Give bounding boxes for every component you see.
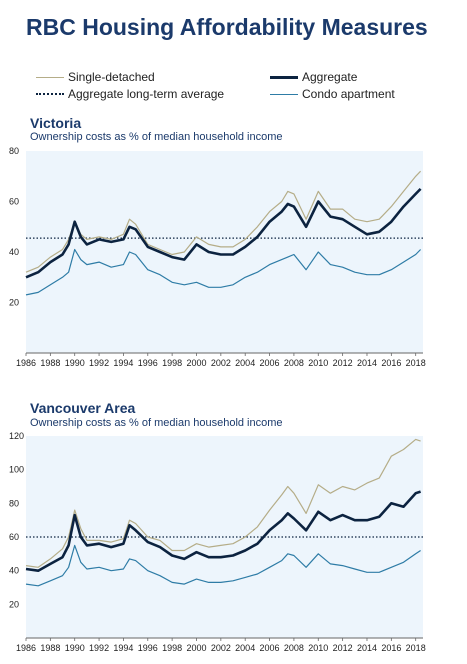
legend-swatch-average [36,93,64,95]
x-tick-label: 1992 [89,643,109,653]
x-tick-label: 1990 [65,358,85,368]
series-line-aggregate [25,490,422,572]
x-tick-label: 2012 [333,358,353,368]
chart-title-victoria: Victoria [30,115,82,131]
x-tick-label: 2000 [186,358,206,368]
legend-swatch-aggregate [270,75,298,79]
x-tick-label: 1994 [113,643,133,653]
x-tick-label: 2000 [186,643,206,653]
chart-title-vancouver: Vancouver Area [30,400,136,416]
series-line-condo [25,248,422,296]
legend-item-long-term-average: Aggregate long-term average [36,87,224,101]
chart-subtitle-vancouver: Ownership costs as % of median household… [30,417,283,429]
x-tick-label: 1996 [138,643,158,653]
x-tick-label: 2008 [284,358,304,368]
x-tick-label: 2016 [381,643,401,653]
y-tick-label: 40 [9,566,19,576]
legend-label: Single-detached [68,70,155,84]
x-tick-label: 2006 [260,358,280,368]
y-tick-label: 40 [9,247,19,257]
legend-label: Aggregate [302,70,358,84]
x-tick-label: 1998 [162,643,182,653]
legend-swatch-single [36,76,64,78]
vancouver-chart: 20 40 60 80 100 120 1986 1988 1990 1992 1994 1996 19… [9,431,426,653]
x-tick-label: 2016 [381,358,401,368]
x-tick-label: 2010 [308,358,328,368]
y-tick-label: 60 [9,197,19,207]
y-tick-label: 60 [9,532,19,542]
x-tick-label: 2004 [235,358,255,368]
x-tick-label: 2006 [260,643,280,653]
x-tick-label: 2008 [284,643,304,653]
series-line-single [25,170,422,273]
x-tick-label: 1996 [138,358,158,368]
page-title: RBC Housing Affordability Measures [26,14,428,40]
x-tick-label: 2018 [406,358,426,368]
plot-area [26,436,423,638]
y-tick-label: 20 [9,599,19,609]
legend-swatch-condo [270,93,298,95]
x-tick-label: 2018 [406,643,426,653]
y-tick-label: 80 [9,146,19,156]
legend-label: Aggregate long-term average [68,87,225,101]
legend-item-single-detached: Single-detached [36,70,155,84]
legend-item-aggregate: Aggregate [270,70,357,84]
x-tick-label: 2014 [357,643,377,653]
x-tick-label: 2012 [333,643,353,653]
x-tick-label: 1990 [65,643,85,653]
x-tick-label: 2014 [357,358,377,368]
series-line-aggregate [25,187,422,279]
y-tick-label: 120 [9,431,24,441]
x-tick-label: 1986 [16,643,36,653]
y-tick-label: 100 [9,465,24,475]
x-tick-label: 1994 [113,358,133,368]
x-tick-label: 1992 [89,358,109,368]
x-tick-label: 1986 [16,358,36,368]
legend-item-condo: Condo apartment [270,87,395,101]
x-tick-label: 2002 [211,358,231,368]
x-tick-label: 1998 [162,358,182,368]
x-tick-label: 1988 [40,358,60,368]
x-tick-label: 1988 [40,643,60,653]
y-tick-label: 80 [9,498,19,508]
chart-subtitle-victoria: Ownership costs as % of median household… [30,131,283,143]
x-tick-label: 2002 [211,643,231,653]
legend-label: Condo apartment [302,87,395,101]
series-line-condo [25,544,421,587]
x-tick-label: 2004 [235,643,255,653]
chart-legend: Single-detached Aggregate Aggregate long… [36,70,436,104]
plot-area [26,151,423,353]
victoria-chart: 20 40 60 80 1986 1988 1990 1992 1994 1996 1998 2000… [9,146,426,368]
x-tick-label: 2010 [308,643,328,653]
series-line-single [25,438,421,568]
y-tick-label: 20 [9,298,19,308]
